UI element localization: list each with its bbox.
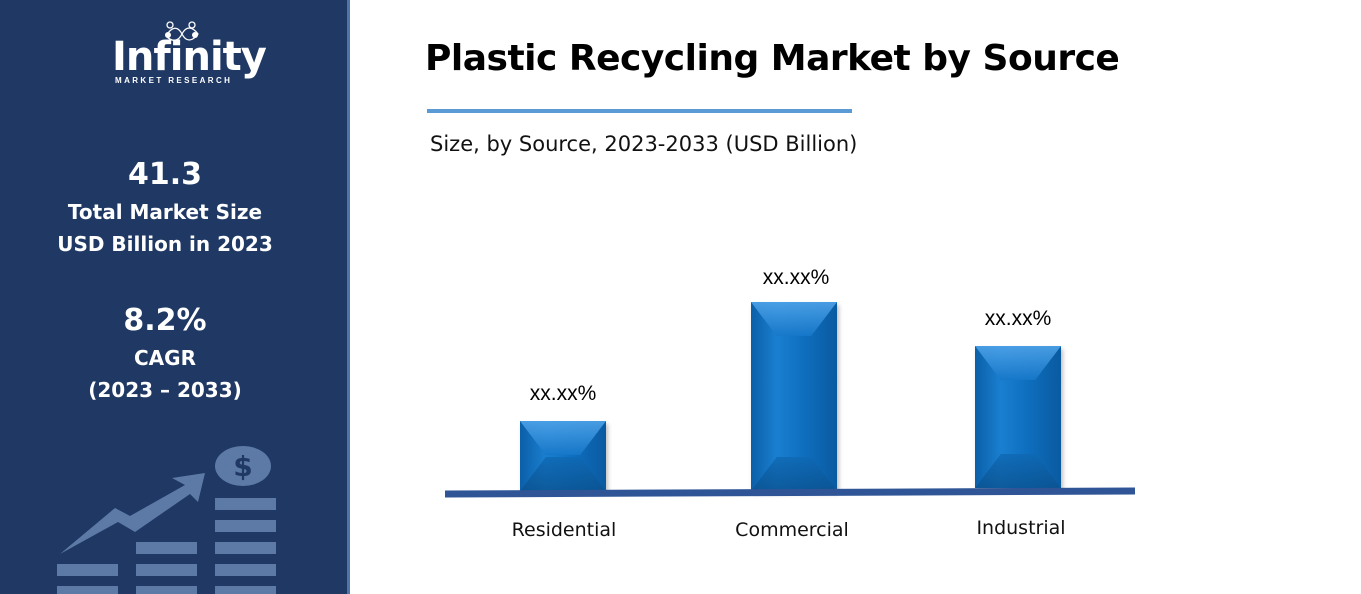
category-label-industrial: Industrial — [976, 517, 1066, 539]
company-logo: Infinity MARKET RESEARCH — [110, 20, 267, 90]
growth-chart-dollar-icon: $ — [57, 446, 276, 594]
cagr-label: CAGR — [134, 346, 196, 370]
market-size-label-2: USD Billion in 2023 — [57, 232, 273, 256]
bar-value-label-commercial: xx.xx% — [762, 266, 830, 289]
market-size-value: 41.3 — [127, 157, 203, 192]
svg-text:$: $ — [233, 450, 252, 483]
infinity-people-icon — [165, 21, 199, 41]
cagr-value: 8.2% — [123, 303, 207, 338]
cagr-period: (2023 – 2033) — [88, 378, 242, 402]
bar-industrial — [975, 346, 1061, 488]
logo-subtitle: MARKET RESEARCH — [115, 76, 233, 85]
chart-subtitle: Size, by Source, 2023-2033 (USD Billion) — [430, 132, 858, 156]
bar-value-label-residential: xx.xx% — [529, 382, 597, 405]
logo-wordmark: Infinity — [112, 34, 267, 80]
cagr-stat: 8.2% CAGR (2023 – 2033) — [0, 303, 330, 406]
market-size-stat: 41.3 Total Market Size USD Billion in 20… — [0, 157, 330, 260]
bar-value-label-industrial: xx.xx% — [984, 307, 1052, 330]
sidebar: Infinity MARKET RESEARCH 41.3 Total Mark… — [0, 0, 347, 594]
sidebar-border — [347, 0, 350, 594]
category-label-residential: Residential — [511, 519, 617, 541]
bar-commercial — [751, 302, 837, 491]
category-label-commercial: Commercial — [735, 519, 849, 541]
title-underline — [427, 109, 852, 113]
market-size-label-1: Total Market Size — [67, 200, 263, 224]
bar-residential — [520, 421, 606, 491]
chart-title: Plastic Recycling Market by Source — [425, 38, 1120, 79]
